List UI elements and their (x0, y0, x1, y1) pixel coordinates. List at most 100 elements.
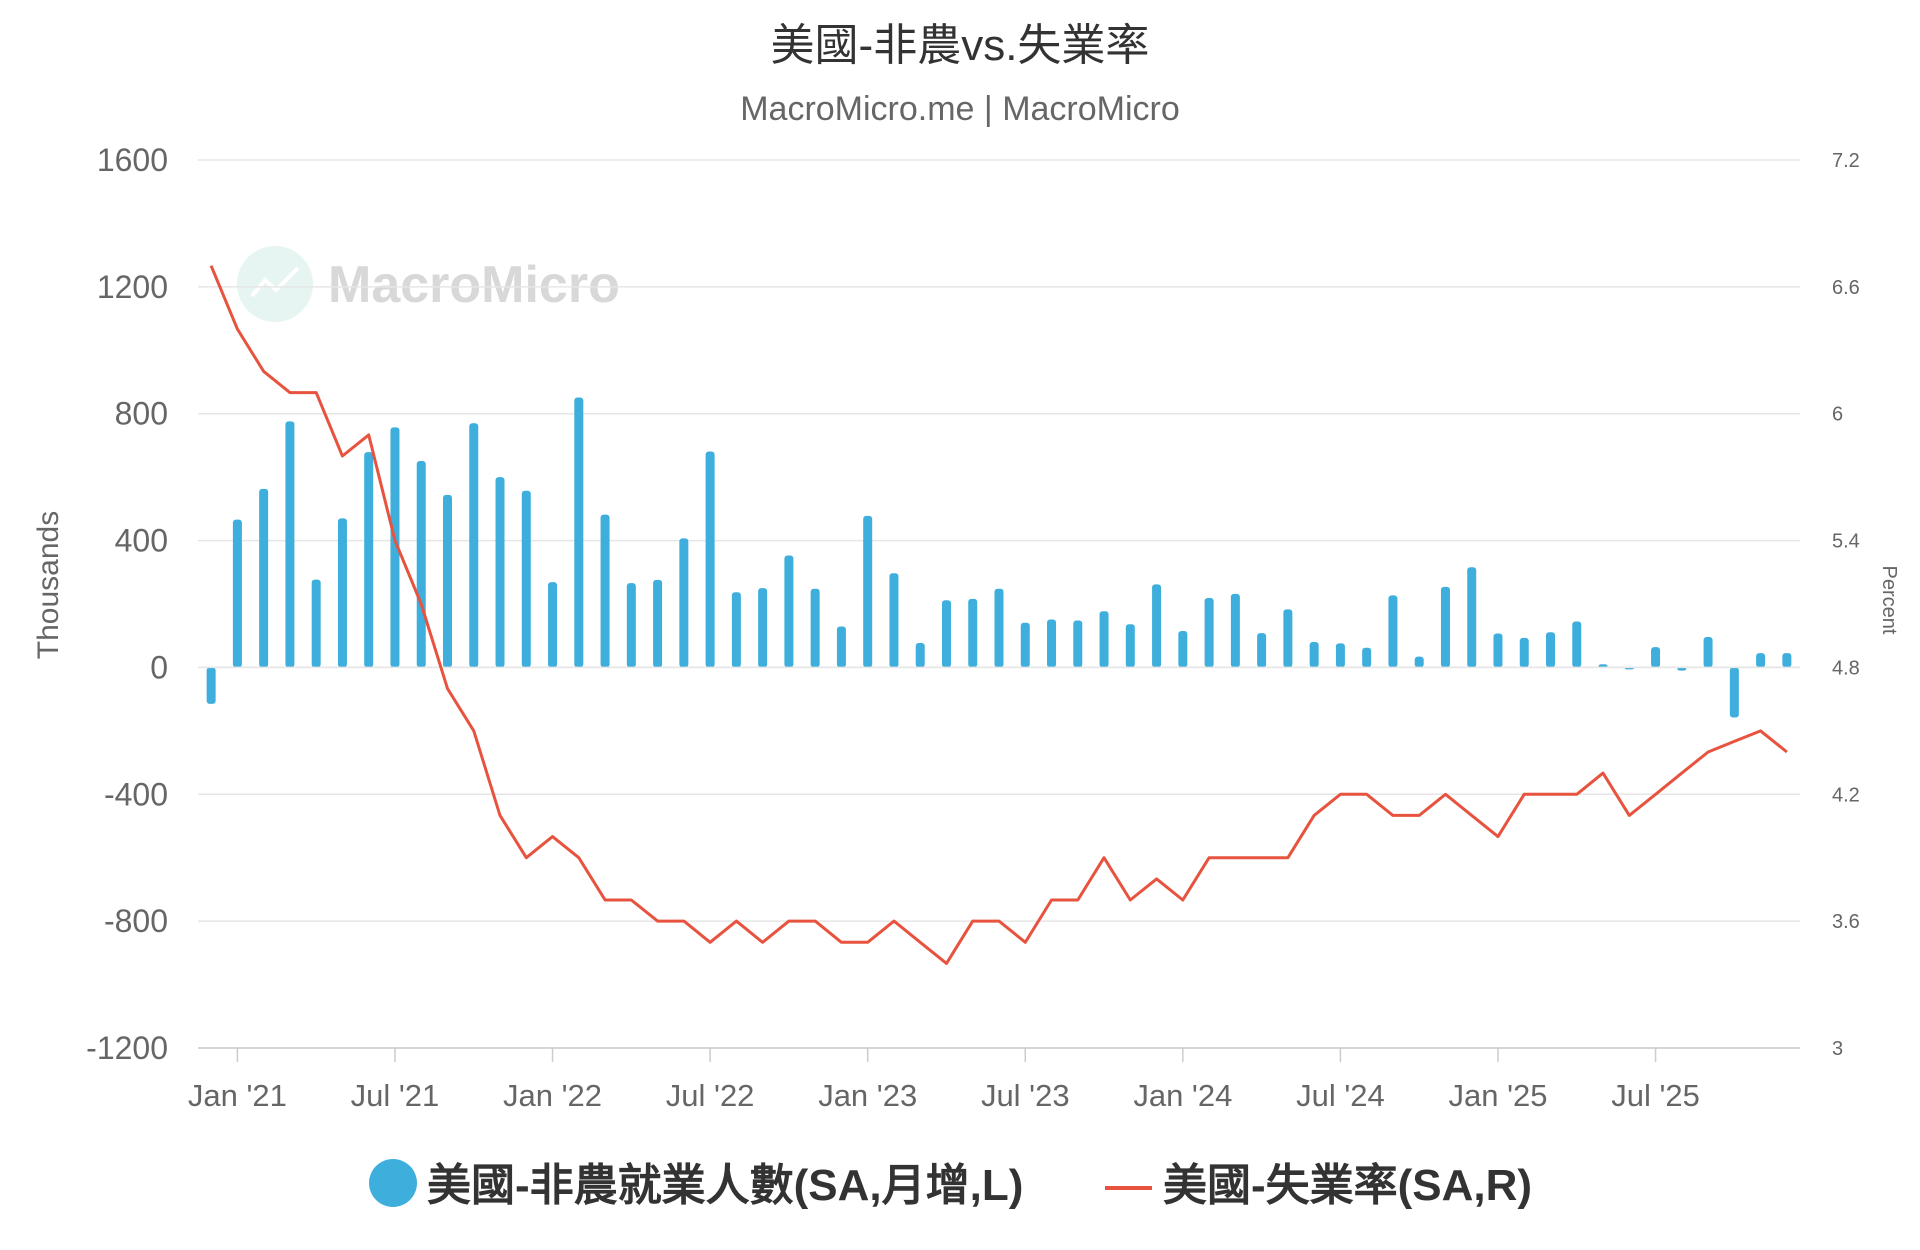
bar (1309, 642, 1319, 668)
bar (1335, 643, 1345, 668)
unemployment-line (209, 265, 1788, 965)
watermark: MacroMicro (237, 246, 620, 322)
bar (1493, 633, 1503, 668)
y-right-tick-label: 6 (1832, 404, 1843, 426)
bar (442, 494, 452, 668)
bar (1178, 630, 1188, 668)
bar (495, 477, 505, 668)
x-tick-label: Jul '22 (666, 1078, 755, 1113)
x-tick-label: Jul '24 (1296, 1078, 1385, 1113)
y-right-tick-label: 4.2 (1832, 784, 1860, 806)
bar (994, 588, 1004, 668)
bar (1598, 664, 1608, 668)
bar (1572, 621, 1582, 668)
y-axis-right-ticks: 7.2 6.6 6 5.4 4.8 4.2 3.6 3 (1832, 150, 1860, 1060)
bar (1440, 586, 1450, 668)
bar (1125, 624, 1135, 668)
bar (1677, 667, 1687, 671)
bar (1729, 667, 1739, 718)
x-tick-label: Jul '23 (981, 1078, 1070, 1113)
bar (364, 452, 374, 668)
legend-bar-swatch-icon (369, 1159, 417, 1207)
bar (469, 423, 479, 668)
bar (259, 488, 269, 668)
x-tick-label: Jan '21 (188, 1078, 287, 1113)
x-tick-label: Jan '25 (1448, 1078, 1547, 1113)
watermark-logo-icon (237, 246, 313, 322)
y-left-tick-label: -1200 (86, 1030, 168, 1066)
watermark-text: MacroMicro (328, 256, 620, 314)
y-left-tick-label: 400 (115, 523, 168, 559)
chart-title: 美國-非農vs.失業率 (771, 21, 1150, 70)
bar (889, 573, 899, 668)
bar (1099, 611, 1109, 668)
bar (863, 515, 873, 668)
x-tick-label: Jul '21 (351, 1078, 440, 1113)
bar (1362, 647, 1372, 668)
bar (1283, 609, 1293, 668)
bar (758, 588, 768, 668)
legend: 美國-非農就業人數(SA,月增,L) 美國-失業率(SA,R) (369, 1159, 1532, 1210)
x-tick-label: Jan '24 (1133, 1078, 1232, 1113)
bar (600, 514, 610, 668)
bar (1782, 653, 1792, 668)
x-tick-label: Jul '25 (1611, 1078, 1700, 1113)
y-left-tick-label: -800 (104, 903, 168, 939)
y-right-tick-label: 5.4 (1832, 531, 1860, 553)
bar (232, 519, 242, 668)
bar (574, 397, 584, 668)
watermark-logo-line (250, 266, 300, 298)
bar (915, 643, 925, 668)
bar (679, 538, 689, 668)
bar (206, 667, 216, 704)
legend-label-unemployment: 美國-失業率(SA,R) (1163, 1161, 1532, 1210)
x-axis: Jan '21 Jul '21 Jan '22 Jul '22 Jan '23 Jul '… (188, 1047, 1800, 1113)
bar (784, 555, 794, 668)
y-left-tick-label: -400 (104, 776, 168, 812)
y-left-tick-label: 800 (115, 396, 168, 432)
bar (337, 518, 347, 668)
y-left-tick-label: 0 (150, 649, 168, 685)
bar (1230, 593, 1240, 668)
bar (1546, 632, 1556, 668)
x-tick-label: Jan '22 (503, 1078, 602, 1113)
y-axis-left-ticks: 1600 1200 800 400 0 -400 -800 -1200 (86, 142, 168, 1066)
y-axis-left-title: Thousands (32, 511, 65, 659)
bar (1073, 620, 1083, 668)
x-tick-label: Jan '23 (818, 1078, 917, 1113)
bar (941, 600, 951, 668)
bar (1388, 595, 1398, 668)
bar (653, 579, 663, 668)
bar (1020, 622, 1030, 668)
bar (968, 598, 978, 668)
bar (285, 421, 295, 668)
bar (1519, 637, 1529, 668)
y-left-tick-label: 1200 (97, 269, 168, 305)
y-left-tick-label: 1600 (97, 142, 168, 178)
bar (1703, 636, 1713, 668)
bar (1651, 647, 1661, 668)
legend-item-nonfarm[interactable]: 美國-非農就業人數(SA,月增,L) (369, 1159, 1023, 1210)
bar (311, 579, 321, 668)
bar (1204, 597, 1214, 668)
y-right-tick-label: 6.6 (1832, 277, 1860, 299)
y-right-tick-label: 4.8 (1832, 657, 1860, 679)
y-axis-right-title: Percent (1878, 566, 1900, 635)
bar (548, 582, 558, 668)
bar (1756, 653, 1766, 668)
chart-subtitle: MacroMicro.me | MacroMicro (740, 90, 1180, 128)
legend-item-unemployment[interactable]: 美國-失業率(SA,R) (1105, 1161, 1532, 1210)
bar (810, 588, 820, 668)
bar (1257, 633, 1267, 668)
bar (1047, 619, 1057, 668)
bar (836, 626, 846, 668)
bar (626, 583, 636, 668)
y-right-tick-label: 3.6 (1832, 911, 1860, 933)
bar (1414, 656, 1424, 668)
bar (1467, 567, 1477, 668)
bar (521, 490, 531, 668)
bar-series (198, 397, 1800, 718)
bar (731, 592, 741, 668)
bar (390, 427, 400, 668)
